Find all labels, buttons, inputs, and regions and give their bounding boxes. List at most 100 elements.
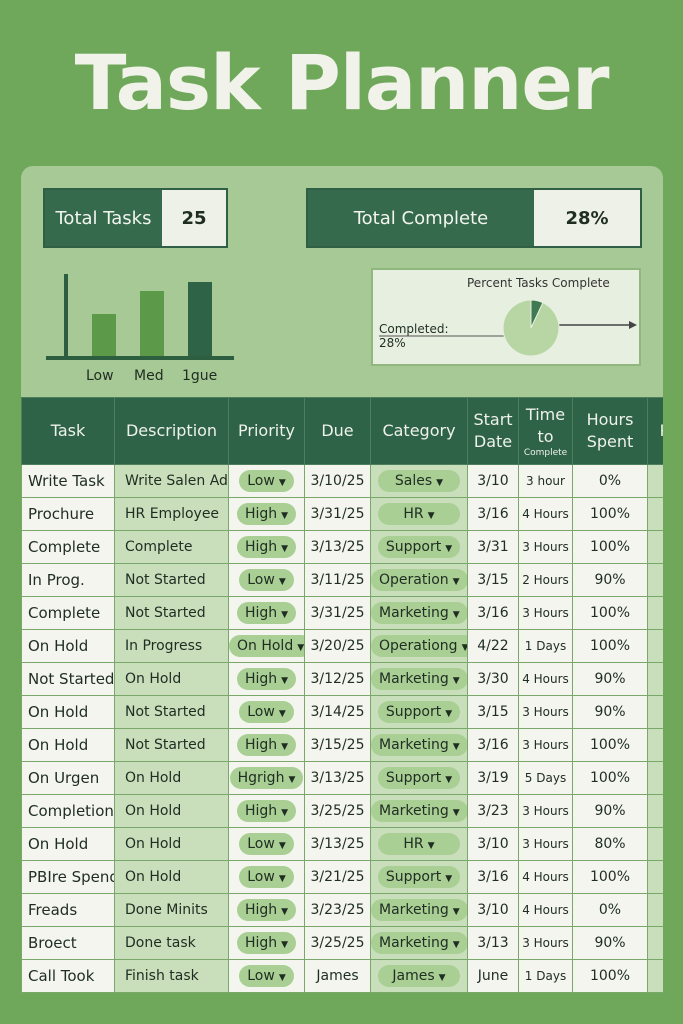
- time-to-complete-cell[interactable]: 3 Hours: [518, 827, 573, 861]
- due-cell[interactable]: 3/13/25: [304, 530, 371, 564]
- hours-spent-cell[interactable]: 100%: [572, 530, 648, 564]
- hours-spent-cell[interactable]: 90%: [572, 695, 648, 729]
- description-cell[interactable]: Done Minits: [114, 893, 229, 927]
- category-dropdown[interactable]: Operationg ▼: [371, 635, 467, 657]
- due-cell[interactable]: 3/15/25: [304, 728, 371, 762]
- extra-cell[interactable]: [647, 596, 663, 630]
- priority-dropdown[interactable]: High ▼: [236, 899, 297, 921]
- start-date-cell[interactable]: 4/22: [467, 629, 519, 663]
- extra-cell[interactable]: [647, 695, 663, 729]
- extra-cell[interactable]: [647, 530, 663, 564]
- category-dropdown[interactable]: Operation ▼: [371, 569, 467, 591]
- start-date-cell[interactable]: 3/10: [467, 827, 519, 861]
- hours-spent-cell[interactable]: 100%: [572, 860, 648, 894]
- hours-spent-cell[interactable]: 90%: [572, 794, 648, 828]
- task-cell[interactable]: PBIre Spend: [21, 860, 115, 894]
- description-cell[interactable]: Finish task: [114, 959, 229, 993]
- due-cell[interactable]: 3/13/25: [304, 761, 371, 795]
- start-date-cell[interactable]: 3/19: [467, 761, 519, 795]
- extra-cell[interactable]: [647, 629, 663, 663]
- time-to-complete-cell[interactable]: 3 Hours: [518, 530, 573, 564]
- due-cell[interactable]: 3/13/25: [304, 827, 371, 861]
- priority-dropdown[interactable]: Hgrigh ▼: [229, 767, 304, 789]
- due-cell[interactable]: 3/12/25: [304, 662, 371, 696]
- start-date-cell[interactable]: 3/16: [467, 596, 519, 630]
- extra-cell[interactable]: [647, 893, 663, 927]
- priority-dropdown[interactable]: Low ▼: [239, 833, 294, 855]
- task-cell[interactable]: Call Took: [21, 959, 115, 993]
- task-cell[interactable]: On Hold: [21, 629, 115, 663]
- start-date-cell[interactable]: 3/10: [467, 464, 519, 498]
- hours-spent-cell[interactable]: 0%: [572, 893, 648, 927]
- priority-dropdown[interactable]: Low ▼: [239, 866, 294, 888]
- due-cell[interactable]: 3/21/25: [304, 860, 371, 894]
- start-date-cell[interactable]: 3/30: [467, 662, 519, 696]
- due-cell[interactable]: 3/10/25: [304, 464, 371, 498]
- priority-dropdown[interactable]: High ▼: [236, 503, 297, 525]
- description-cell[interactable]: On Hold: [114, 860, 229, 894]
- description-cell[interactable]: In Progress: [114, 629, 229, 663]
- due-cell[interactable]: 3/11/25: [304, 563, 371, 597]
- description-cell[interactable]: Not Started: [114, 563, 229, 597]
- priority-dropdown[interactable]: Low ▼: [239, 701, 294, 723]
- header-task[interactable]: Task: [21, 397, 115, 465]
- start-date-cell[interactable]: June: [467, 959, 519, 993]
- hours-spent-cell[interactable]: 0%: [572, 464, 648, 498]
- description-cell[interactable]: Not Started: [114, 596, 229, 630]
- time-to-complete-cell[interactable]: 3 hour: [518, 464, 573, 498]
- header-extra[interactable]: P: [647, 397, 663, 465]
- task-cell[interactable]: Freads: [21, 893, 115, 927]
- due-cell[interactable]: 3/20/25: [304, 629, 371, 663]
- description-cell[interactable]: Done task: [114, 926, 229, 960]
- priority-dropdown[interactable]: High ▼: [236, 734, 297, 756]
- extra-cell[interactable]: [647, 926, 663, 960]
- priority-dropdown[interactable]: Low ▼: [239, 965, 294, 987]
- task-cell[interactable]: Broect: [21, 926, 115, 960]
- time-to-complete-cell[interactable]: 2 Hours: [518, 563, 573, 597]
- time-to-complete-cell[interactable]: 1 Days: [518, 629, 573, 663]
- time-to-complete-cell[interactable]: 3 Hours: [518, 794, 573, 828]
- time-to-complete-cell[interactable]: 3 Hours: [518, 728, 573, 762]
- description-cell[interactable]: Not Started: [114, 728, 229, 762]
- due-cell[interactable]: 3/31/25: [304, 596, 371, 630]
- start-date-cell[interactable]: 3/16: [467, 497, 519, 531]
- task-cell[interactable]: Completion: [21, 794, 115, 828]
- category-dropdown[interactable]: Support ▼: [377, 536, 461, 558]
- priority-dropdown[interactable]: High ▼: [236, 536, 297, 558]
- category-dropdown[interactable]: James ▼: [378, 965, 460, 987]
- task-cell[interactable]: On Hold: [21, 695, 115, 729]
- priority-dropdown[interactable]: High ▼: [236, 602, 297, 624]
- extra-cell[interactable]: [647, 827, 663, 861]
- hours-spent-cell[interactable]: 90%: [572, 563, 648, 597]
- hours-spent-cell[interactable]: 90%: [572, 662, 648, 696]
- extra-cell[interactable]: [647, 728, 663, 762]
- task-cell[interactable]: Complete: [21, 530, 115, 564]
- start-date-cell[interactable]: 3/10: [467, 893, 519, 927]
- task-cell[interactable]: On Urgen: [21, 761, 115, 795]
- due-cell[interactable]: 3/31/25: [304, 497, 371, 531]
- category-dropdown[interactable]: Marketing ▼: [371, 932, 467, 954]
- time-to-complete-cell[interactable]: 4 Hours: [518, 860, 573, 894]
- description-cell[interactable]: On Hold: [114, 662, 229, 696]
- hours-spent-cell[interactable]: 100%: [572, 629, 648, 663]
- task-cell[interactable]: Complete: [21, 596, 115, 630]
- start-date-cell[interactable]: 3/23: [467, 794, 519, 828]
- description-cell[interactable]: HR Employee: [114, 497, 229, 531]
- time-to-complete-cell[interactable]: 4 Hours: [518, 893, 573, 927]
- task-cell[interactable]: Not Started: [21, 662, 115, 696]
- priority-dropdown[interactable]: Low ▼: [239, 470, 294, 492]
- extra-cell[interactable]: [647, 860, 663, 894]
- priority-dropdown[interactable]: High ▼: [236, 932, 297, 954]
- start-date-cell[interactable]: 3/15: [467, 695, 519, 729]
- start-date-cell[interactable]: 3/16: [467, 728, 519, 762]
- extra-cell[interactable]: [647, 497, 663, 531]
- task-cell[interactable]: On Hold: [21, 827, 115, 861]
- hours-spent-cell[interactable]: 100%: [572, 596, 648, 630]
- priority-dropdown[interactable]: On Hold ▼: [229, 635, 304, 657]
- description-cell[interactable]: Write Salen Ads: [114, 464, 229, 498]
- hours-spent-cell[interactable]: 100%: [572, 728, 648, 762]
- category-dropdown[interactable]: HR ▼: [378, 503, 460, 525]
- category-dropdown[interactable]: Support ▼: [377, 767, 461, 789]
- priority-dropdown[interactable]: Low ▼: [239, 569, 294, 591]
- hours-spent-cell[interactable]: 100%: [572, 761, 648, 795]
